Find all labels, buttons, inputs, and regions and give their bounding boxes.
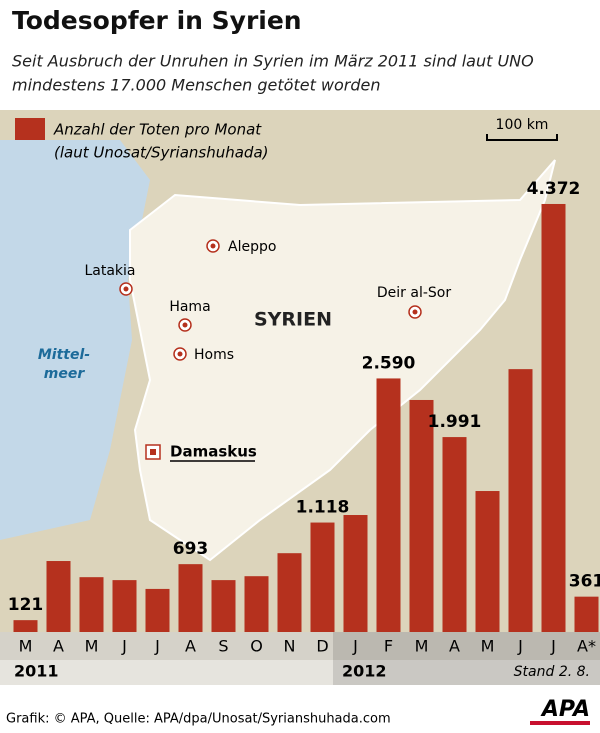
source: Grafik: © APA, Quelle: APA/dpa/Unosat/Sy… (6, 712, 391, 727)
bar (343, 515, 368, 632)
city-dot (123, 286, 129, 292)
value-label: 1.118 (296, 498, 350, 518)
value-label: 121 (8, 595, 44, 615)
x-tick-label: M (85, 637, 99, 656)
title: Todesopfer in Syrien (12, 6, 302, 35)
bar (475, 491, 500, 632)
city-dot (177, 351, 183, 357)
bar (178, 564, 203, 632)
bar (508, 369, 533, 632)
x-tick-label: J (154, 637, 160, 656)
scale-bar (486, 134, 558, 141)
city-label: Deir al-Sor (377, 285, 451, 301)
note: Stand 2. 8. (514, 664, 590, 680)
category-strip (0, 632, 600, 660)
logo-bar (530, 721, 590, 725)
bar (244, 576, 269, 632)
bar (211, 580, 236, 632)
value-label: 693 (173, 539, 209, 559)
bar (79, 577, 104, 632)
year-label: 2011 (14, 662, 59, 681)
bar (541, 203, 566, 632)
capital-label: Damaskus (170, 443, 257, 461)
x-tick-label: N (284, 637, 296, 656)
city-label: Homs (194, 347, 234, 363)
x-tick-label: M (415, 637, 429, 656)
city-label: Latakia (84, 263, 135, 279)
x-tick-label: F (384, 637, 393, 656)
city-dot (210, 243, 216, 249)
x-tick-label: O (250, 637, 263, 656)
x-tick-label: J (352, 637, 358, 656)
bar (376, 378, 401, 632)
city-label: Hama (169, 299, 210, 315)
sea-label: meer (44, 366, 86, 382)
x-tick-label: S (218, 637, 228, 656)
legend-label: Anzahl der Toten pro Monat (53, 121, 262, 139)
x-tick-label: J (517, 637, 523, 656)
value-label: 4.372 (527, 179, 581, 199)
country-label: SYRIEN (254, 309, 332, 331)
sea (0, 140, 150, 540)
sea-label: Mittel- (38, 347, 90, 363)
x-tick-label: A (449, 637, 460, 656)
year-strip (0, 660, 600, 685)
bar (277, 553, 302, 632)
city-label: Aleppo (228, 239, 276, 255)
subtitle: Seit Ausbruch der Unruhen in Syrien im M… (12, 52, 534, 71)
syria (129, 159, 556, 562)
city-dot (412, 309, 418, 315)
bar (46, 561, 71, 632)
x-tick-label: M (481, 637, 495, 656)
legend-note: (laut Unosat/Syrianshuhada) (54, 144, 269, 162)
scale-label: 100 km (496, 117, 549, 133)
x-tick-label: M (19, 637, 33, 656)
value-label: 361 (569, 572, 600, 592)
bar (310, 522, 335, 632)
value-label: 1.991 (428, 412, 482, 432)
year-2012-band (333, 632, 600, 685)
bar (13, 620, 38, 632)
x-tick-label: A (53, 637, 64, 656)
bar (409, 399, 434, 632)
city-dot (182, 322, 188, 328)
logo: APA (540, 697, 590, 722)
x-tick-label: J (550, 637, 556, 656)
value-label: 2.590 (362, 353, 416, 373)
x-tick-label: J (121, 637, 127, 656)
bar (442, 437, 467, 632)
capital-dot (150, 449, 156, 455)
x-tick-label: A (185, 637, 196, 656)
legend-swatch (15, 118, 45, 140)
bar (112, 580, 137, 632)
bar (145, 588, 170, 632)
year-label: 2012 (342, 662, 387, 681)
x-tick-label: A* (577, 637, 596, 656)
bar (574, 596, 599, 632)
subtitle: mindestens 17.000 Menschen getötet worde… (12, 76, 381, 95)
x-tick-label: D (316, 637, 328, 656)
cities: Aleppo Latakia Hama Homs Deir al-Sor Dam… (84, 239, 451, 462)
